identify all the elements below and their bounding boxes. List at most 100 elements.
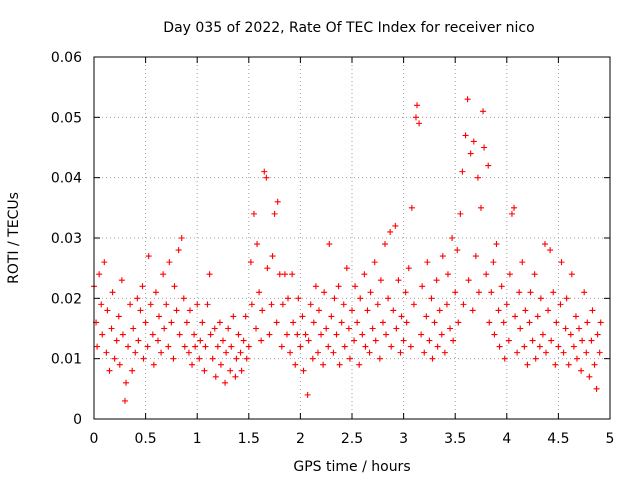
data-point [374,301,381,308]
data-point [359,331,366,338]
data-point [447,325,454,332]
data-point [325,343,332,350]
data-point [115,313,122,320]
data-point [150,361,157,368]
data-point [211,325,218,332]
data-point [369,325,376,332]
data-point [408,204,415,211]
data-point [119,331,126,338]
data-point [147,301,154,308]
data-point [354,319,361,326]
data-point [552,361,559,368]
data-point [390,307,397,314]
data-point [412,114,419,121]
data-point [539,331,546,338]
y-tick-label: 0.02 [51,291,82,307]
y-tick-label: 0.01 [51,352,82,368]
data-point [330,349,337,356]
data-point [419,283,426,290]
y-tick-label: 0.03 [51,231,82,247]
data-point [352,283,359,290]
data-point [449,235,456,241]
data-point [367,289,374,296]
data-point [376,355,383,362]
data-point [192,343,199,350]
data-point [242,313,249,320]
data-point [570,343,577,350]
data-point [259,307,266,314]
data-point [217,361,224,368]
data-point [261,168,268,175]
data-point [206,271,213,278]
data-point [555,343,562,350]
data-point [385,295,392,302]
data-point [116,361,123,368]
data-point [591,361,598,368]
x-tick-label: 1 [193,431,202,447]
data-point [96,271,103,278]
data-point [372,337,379,344]
data-point [418,331,425,338]
data-point [550,289,557,296]
data-point [361,271,368,278]
data-point [455,319,462,326]
data-point [400,337,407,344]
data-point [508,210,515,217]
data-point [336,361,343,368]
data-point [459,168,466,175]
data-point [524,361,531,368]
data-point [170,355,177,362]
data-point [522,307,529,314]
data-point [271,210,278,217]
data-point [173,307,180,314]
data-point [586,373,593,380]
data-point [243,355,250,362]
data-point [529,337,536,344]
data-point [464,96,471,103]
data-point [290,319,297,326]
data-point [199,319,206,326]
data-point [436,307,443,314]
data-point [514,349,521,356]
data-point [183,319,190,326]
data-point [235,331,242,338]
data-point [101,259,108,266]
data-point [410,301,417,308]
data-point [366,349,373,356]
data-point [238,367,245,374]
data-point [318,331,325,338]
data-point [178,235,185,241]
data-point [501,355,508,362]
data-point [402,289,409,296]
data-point [572,313,579,320]
data-point [589,307,596,314]
data-point [467,150,474,157]
data-point [191,331,198,338]
data-point [300,367,307,374]
x-tick-label: 2.5 [341,431,363,447]
data-point [596,349,603,356]
data-point [439,253,446,260]
data-point [225,325,232,332]
data-point [505,337,512,344]
data-point [98,301,105,308]
data-point [338,319,345,326]
data-point [454,247,461,254]
data-point [377,277,384,284]
data-point [593,385,600,392]
data-point [321,289,328,296]
data-point [434,343,441,350]
x-tick-label: 3 [399,431,408,447]
data-point [521,343,528,350]
data-point [328,313,335,320]
data-point [537,295,544,302]
data-point [532,355,539,362]
data-point [134,295,141,302]
data-point [371,259,378,266]
data-point [207,331,214,338]
data-point [490,259,497,266]
data-point [512,313,519,320]
data-point [331,295,338,302]
data-point [304,391,311,398]
